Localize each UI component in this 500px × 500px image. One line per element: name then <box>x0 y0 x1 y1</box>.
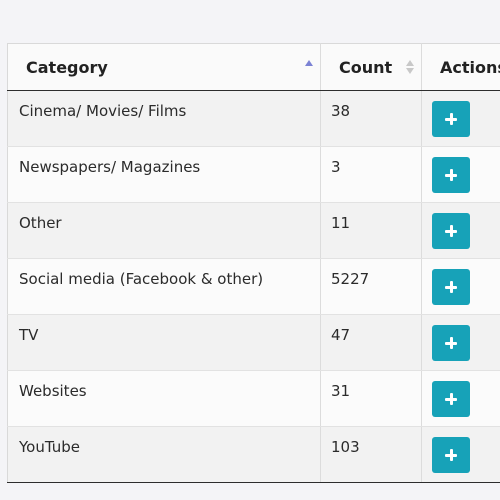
category-cell: Social media (Facebook & other) <box>7 258 321 315</box>
count-text: 31 <box>331 382 351 400</box>
category-cell: Newspapers/ Magazines <box>7 146 321 203</box>
add-button[interactable] <box>432 269 470 305</box>
table-row: Other 11 <box>7 202 500 259</box>
plus-icon <box>445 449 457 461</box>
table-row: Websites 31 <box>7 370 500 427</box>
sort-ascending-icon <box>304 58 314 76</box>
plus-icon <box>445 113 457 125</box>
category-cell: YouTube <box>7 426 321 483</box>
count-cell: 11 <box>320 202 422 259</box>
category-cell: Websites <box>7 370 321 427</box>
category-cell: Cinema/ Movies/ Films <box>7 90 321 147</box>
plus-icon <box>445 393 457 405</box>
category-text: YouTube <box>19 438 80 456</box>
count-cell: 3 <box>320 146 422 203</box>
plus-icon <box>445 281 457 293</box>
count-text: 38 <box>331 102 351 120</box>
count-cell: 47 <box>320 314 422 371</box>
category-cell: Other <box>7 202 321 259</box>
column-header-category[interactable]: Category <box>7 43 321 91</box>
count-cell: 103 <box>320 426 422 483</box>
actions-cell <box>421 202 500 259</box>
plus-icon <box>445 337 457 349</box>
count-text: 103 <box>331 438 360 456</box>
column-header-category-label: Category <box>26 58 108 77</box>
actions-cell <box>421 90 500 147</box>
actions-cell <box>421 370 500 427</box>
sort-unsorted-icon <box>405 58 415 76</box>
add-button[interactable] <box>432 325 470 361</box>
actions-cell <box>421 146 500 203</box>
column-header-count[interactable]: Count <box>320 43 422 91</box>
count-cell: 31 <box>320 370 422 427</box>
table-header-row: Category Count Actions <box>7 43 500 91</box>
table-row: Cinema/ Movies/ Films 38 <box>7 90 500 147</box>
count-text: 3 <box>331 158 341 176</box>
category-text: Social media (Facebook & other) <box>19 270 264 288</box>
category-table: Category Count Actions Cinema/ Mo <box>7 43 500 483</box>
category-text: TV <box>19 326 39 344</box>
count-text: 47 <box>331 326 351 344</box>
column-header-actions: Actions <box>421 43 500 91</box>
add-button[interactable] <box>432 101 470 137</box>
count-text: 5227 <box>331 270 370 288</box>
add-button[interactable] <box>432 213 470 249</box>
category-text: Websites <box>19 382 87 400</box>
actions-cell <box>421 258 500 315</box>
category-cell: TV <box>7 314 321 371</box>
actions-cell <box>421 426 500 483</box>
category-text: Cinema/ Movies/ Films <box>19 102 187 120</box>
count-text: 11 <box>331 214 351 232</box>
table-row: Newspapers/ Magazines 3 <box>7 146 500 203</box>
table-row: Social media (Facebook & other) 5227 <box>7 258 500 315</box>
column-header-actions-label: Actions <box>440 58 500 77</box>
column-header-count-label: Count <box>339 58 393 77</box>
table-row: YouTube 103 <box>7 426 500 483</box>
actions-cell <box>421 314 500 371</box>
category-text: Newspapers/ Magazines <box>19 158 201 176</box>
count-cell: 38 <box>320 90 422 147</box>
top-band <box>0 0 500 20</box>
table-row: TV 47 <box>7 314 500 371</box>
count-cell: 5227 <box>320 258 422 315</box>
plus-icon <box>445 225 457 237</box>
add-button[interactable] <box>432 381 470 417</box>
plus-icon <box>445 169 457 181</box>
add-button[interactable] <box>432 157 470 193</box>
category-text: Other <box>19 214 62 232</box>
add-button[interactable] <box>432 437 470 473</box>
